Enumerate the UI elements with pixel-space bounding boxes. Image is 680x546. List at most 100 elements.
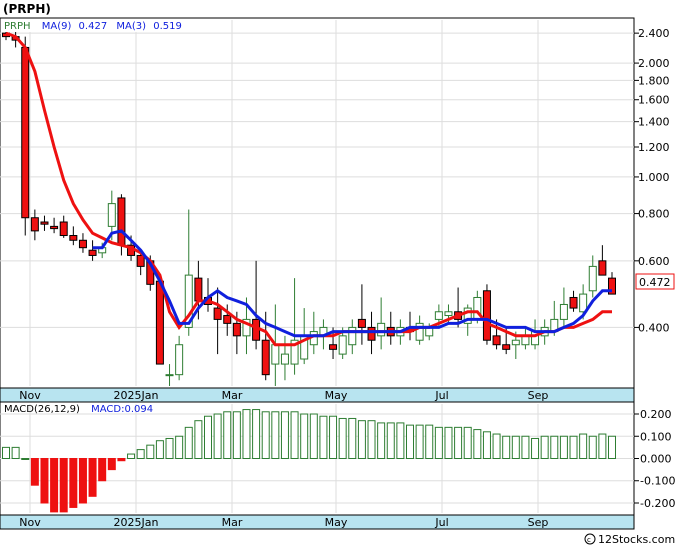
candle-body [377, 322, 386, 337]
candle-body [40, 221, 49, 225]
macd-bar [300, 413, 309, 459]
macd-y-axis: 0.200 0.100 0.000 -0.100 -0.200 [634, 408, 675, 510]
candle-body [232, 322, 241, 337]
price-panel [0, 17, 635, 389]
macd-bar [21, 458, 30, 460]
candle-body [78, 239, 87, 249]
candle-body [588, 265, 597, 292]
candle-body [357, 318, 366, 328]
macd-bar [98, 458, 107, 482]
macd-bar [329, 415, 338, 459]
price-y-axis: 2.400 2.000 1.800 1.600 1.400 1.200 1.000 0.800… [634, 27, 670, 334]
macd-bars [2, 409, 616, 513]
macd-legend: MACD(26,12,9) MACD:0.094 [4, 404, 153, 415]
macd-y-tick-label: -0.200 [640, 497, 675, 510]
candle-body [569, 296, 578, 309]
price-legend: PRPH MA(9) 0.427 MA(3) 0.519 [4, 21, 182, 32]
macd-bar [50, 458, 59, 513]
candle-body [290, 339, 299, 365]
price-y-tick-label: 1.600 [638, 94, 670, 107]
macd-bar [579, 433, 588, 459]
macd-bar [146, 444, 155, 460]
ticker-title: (PRPH) [3, 2, 51, 16]
x-tick-label: 2025Jan [114, 389, 159, 402]
candle-body [69, 235, 78, 241]
candle-body [348, 326, 357, 346]
x-tick-label: Mar [222, 389, 243, 402]
macd-bar [540, 435, 549, 459]
macd-bar [502, 435, 511, 459]
last-price-tag [635, 273, 675, 290]
macd-y-tick-label: 0.200 [640, 408, 672, 421]
macd-bar [59, 458, 68, 513]
x-tick-label: Jul [434, 516, 448, 529]
candle-body [338, 335, 347, 355]
macd-bar [252, 409, 261, 459]
candle-body [194, 277, 203, 302]
x-tick-label: Sep [528, 516, 549, 529]
credit-text: 12Stocks.com [598, 533, 675, 546]
candle-body [492, 335, 501, 346]
x-tick-label: Sep [528, 389, 549, 402]
price-x-ticks: Nov 2025Jan Mar May Jul Sep [19, 389, 548, 402]
x-tick-label: Jul [434, 389, 448, 402]
macd-bar [88, 458, 97, 497]
candle-body [117, 197, 126, 246]
candle-body [511, 339, 520, 346]
candle-body [136, 254, 145, 267]
candle-body [107, 203, 116, 227]
candle-body [482, 290, 491, 341]
macd-bar [473, 429, 482, 460]
macd-bar [406, 424, 414, 460]
price-y-tick-label: 1.200 [638, 141, 670, 154]
legend-ma3-label: MA(3) [116, 21, 146, 32]
candle-body [165, 374, 174, 377]
macd-bar [78, 458, 87, 504]
macd-legend-params: MACD(26,12,9) [4, 404, 80, 415]
legend-ma9-value: 0.427 [79, 21, 108, 32]
macd-bar [242, 409, 251, 459]
macd-bar [271, 411, 280, 459]
macd-bar [11, 446, 20, 460]
macd-bar [608, 435, 616, 459]
macd-bar [463, 426, 472, 460]
macd-bar [117, 458, 126, 462]
price-y-tick-label: 1.800 [638, 74, 670, 87]
macd-bar [386, 422, 395, 460]
candle-body [175, 344, 184, 376]
macd-bar [569, 435, 578, 459]
macd-bar [521, 435, 530, 459]
ma9-line [92, 229, 612, 338]
macd-bar [550, 435, 559, 459]
macd-bar [280, 411, 289, 459]
candle-body [329, 344, 338, 350]
macd-bar [482, 431, 491, 459]
candle-body [223, 315, 232, 324]
price-y-tick-label: 0.400 [638, 321, 670, 334]
candle-body [50, 225, 59, 230]
macd-bar [511, 435, 520, 459]
macd-bar [204, 415, 212, 459]
macd-bar [531, 437, 540, 459]
x-tick-label: 2025Jan [114, 516, 159, 529]
macd-bar [348, 417, 357, 460]
macd-bar [492, 433, 501, 459]
macd-bar [69, 458, 78, 508]
candle-body [598, 260, 607, 276]
candle-body [261, 339, 270, 376]
candle-body [21, 46, 30, 219]
macd-bar [213, 413, 222, 459]
macd-bar [367, 420, 376, 460]
macd-bar [40, 458, 49, 504]
macd-bar [309, 413, 318, 459]
macd-bar [232, 411, 241, 459]
macd-bar [175, 435, 184, 459]
x-tick-label: Nov [19, 516, 41, 529]
candle-body [434, 311, 443, 320]
macd-bar [425, 424, 434, 460]
macd-bar [598, 433, 607, 459]
price-y-tick-label: 2.400 [638, 27, 670, 40]
macd-x-ticks: Nov 2025Jan Mar May Jul Sep [19, 516, 548, 529]
macd-bar [290, 411, 299, 459]
macd-bar [319, 415, 328, 459]
